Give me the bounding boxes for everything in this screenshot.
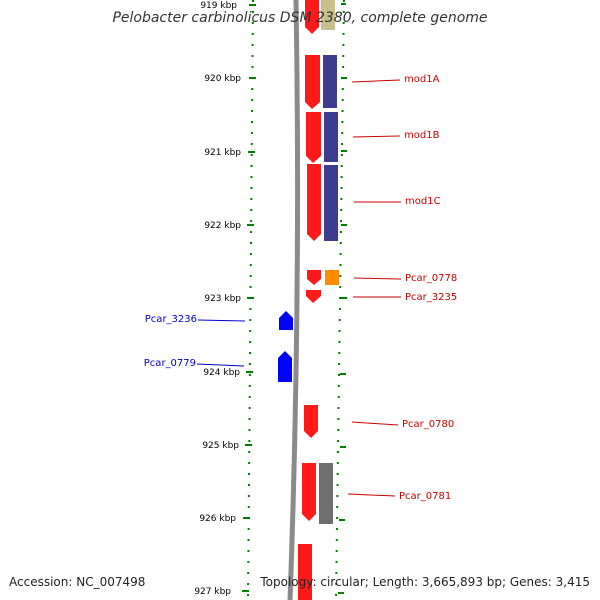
gene-arrow-top-partial (305, 0, 319, 34)
gene-label-Pcar_0781[interactable]: Pcar_0781 (399, 491, 451, 502)
major-ticks (242, 3, 347, 594)
gene-arrow-Pcar_0781 (302, 463, 316, 521)
accession-text: Accession: NC_007498 (9, 575, 146, 589)
tick-label: 923 kbp (204, 294, 241, 304)
right-dotted-ruler (335, 0, 345, 600)
gene-labels: mod1A mod1B mod1C Pcar_0778 Pcar_3235 Pc… (144, 74, 457, 502)
gene-arrow-Pcar_0778 (307, 270, 321, 285)
gene-label-Pcar_0780[interactable]: Pcar_0780 (402, 419, 454, 430)
gene-label-Pcar_3235[interactable]: Pcar_3235 (405, 292, 457, 303)
label-leader-lines (196, 79, 402, 497)
gene-arrow-mod1B (306, 112, 321, 163)
tick-label: 927 kbp (194, 587, 231, 597)
map-title: Pelobacter carbinolicus DSM 2380, comple… (112, 10, 488, 26)
gene-label-Pcar_3236[interactable]: Pcar_3236 (145, 314, 197, 325)
tick-label: 924 kbp (203, 368, 240, 378)
gene-arrow-Pcar_0780 (304, 405, 318, 438)
gene-arrows (278, 0, 321, 600)
cog-bars (319, 0, 339, 524)
tick-label: 925 kbp (202, 441, 239, 451)
gene-arrow-Pcar_3235 (306, 290, 321, 303)
gene-label-Pcar_0779[interactable]: Pcar_0779 (144, 358, 196, 369)
genome-summary-text: Topology: circular; Length: 3,665,893 bp… (260, 575, 590, 589)
scale-labels: 919 kbp 920 kbp 921 kbp 922 kbp 923 kbp … (194, 1, 241, 597)
gene-arrow-bottom-partial (298, 544, 312, 600)
gene-label-mod1C[interactable]: mod1C (405, 196, 441, 207)
tick-label: 921 kbp (204, 148, 241, 158)
gene-arrow-mod1C (307, 164, 321, 241)
gene-label-mod1B[interactable]: mod1B (404, 130, 440, 141)
tick-label: 919 kbp (200, 1, 237, 11)
gene-arrow-Pcar_3236 (279, 311, 293, 330)
tick-label: 920 kbp (204, 74, 241, 84)
genome-backbone (287, 0, 301, 600)
gene-label-Pcar_0778[interactable]: Pcar_0778 (405, 273, 457, 284)
gene-arrow-mod1A (305, 55, 320, 109)
gene-label-mod1A[interactable]: mod1A (404, 74, 440, 85)
tick-label: 926 kbp (199, 514, 236, 524)
tick-label: 922 kbp (204, 221, 241, 231)
gene-arrow-Pcar_0779 (278, 351, 292, 382)
left-dotted-ruler (247, 0, 254, 600)
